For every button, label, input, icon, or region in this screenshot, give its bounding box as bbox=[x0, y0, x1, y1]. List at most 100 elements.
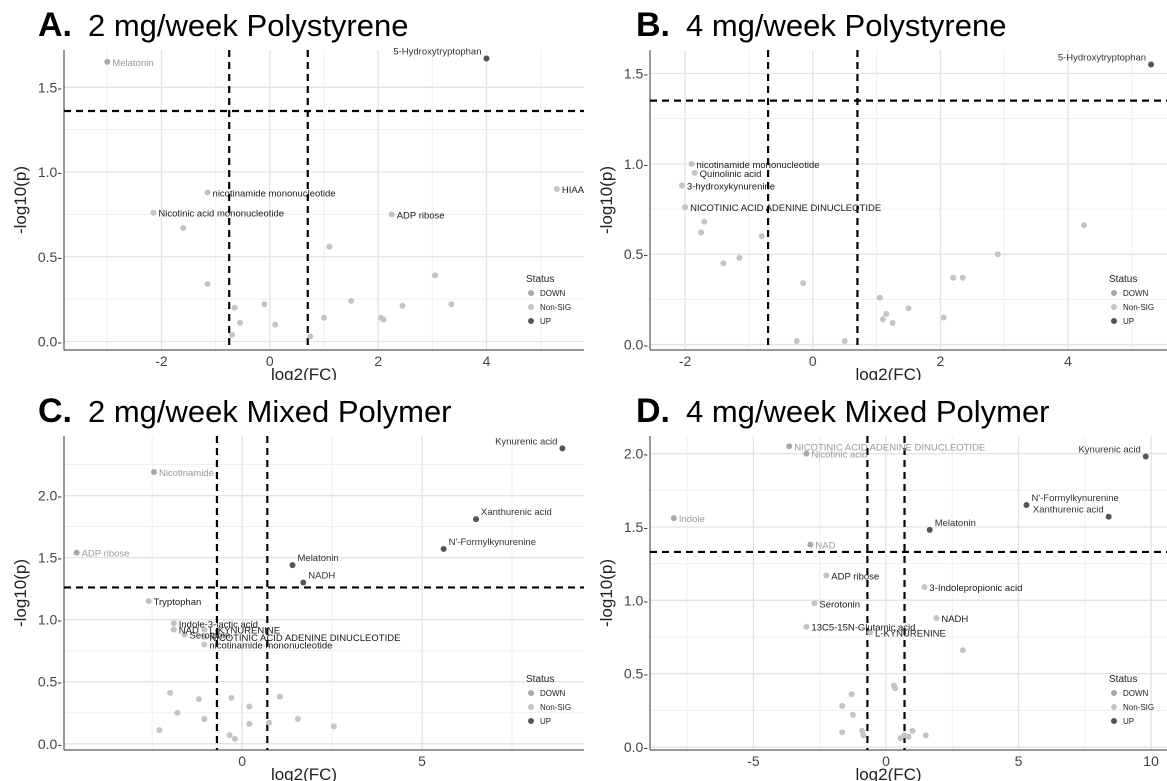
data-point-non-sig bbox=[156, 727, 163, 734]
data-point-non-sig bbox=[174, 709, 181, 716]
legend-title: Status bbox=[1109, 274, 1137, 285]
data-point-non-sig bbox=[204, 280, 211, 287]
data-point-up bbox=[300, 579, 307, 586]
data-point-non-sig bbox=[720, 260, 727, 267]
legend-entry: Non-SIG bbox=[540, 303, 571, 312]
data-point-non-sig bbox=[231, 304, 238, 311]
point-label: 3-hydroxykynurenine bbox=[687, 182, 775, 193]
data-point-non-sig bbox=[170, 620, 177, 627]
x-axis-label: log2(FC) bbox=[855, 365, 921, 380]
data-point-non-sig bbox=[266, 719, 273, 726]
point-label: NICOTINIC ACID ADENINE DINUCLEOTIDE bbox=[690, 203, 881, 214]
data-point-non-sig bbox=[994, 251, 1001, 258]
legend-marker bbox=[1111, 704, 1117, 710]
y-tick-label: 1.5- bbox=[624, 65, 648, 81]
legend-marker bbox=[528, 304, 534, 310]
data-point-non-sig bbox=[226, 732, 233, 739]
point-label: NICOTINIC ACID ADENINE DINUCLEOTIDE bbox=[209, 633, 400, 644]
data-point-non-sig bbox=[940, 314, 947, 321]
legend-marker bbox=[1111, 318, 1117, 324]
data-point-up bbox=[483, 55, 490, 62]
legend-entry: UP bbox=[540, 717, 551, 726]
data-point-non-sig bbox=[553, 185, 560, 192]
y-tick-label: 0.0- bbox=[624, 739, 648, 755]
x-axis-label: log2(FC) bbox=[271, 765, 337, 781]
data-point-non-sig bbox=[432, 272, 439, 279]
data-point-non-sig bbox=[145, 598, 152, 605]
data-point-non-sig bbox=[688, 160, 695, 167]
data-point-non-sig bbox=[897, 735, 904, 742]
data-point-non-sig bbox=[701, 218, 708, 225]
plot-background bbox=[650, 50, 1167, 350]
data-point-non-sig bbox=[849, 711, 856, 718]
panel-b-title: B. 4 mg/week Polystyrene bbox=[636, 6, 1006, 45]
data-point-non-sig bbox=[276, 693, 283, 700]
data-point-up bbox=[289, 562, 296, 569]
y-tick-label: 1.0- bbox=[624, 156, 648, 172]
point-label: NAD bbox=[179, 626, 199, 637]
point-label: 13C5-15N-Glutamic acid bbox=[811, 623, 915, 634]
data-point-non-sig bbox=[811, 600, 818, 607]
x-tick-label: -5 bbox=[747, 753, 760, 769]
point-label: Quinolinic acid bbox=[700, 169, 762, 180]
point-label: ADP ribose bbox=[82, 549, 130, 560]
data-point-non-sig bbox=[876, 294, 883, 301]
legend-entry: Non-SIG bbox=[540, 703, 571, 712]
data-point-non-sig bbox=[678, 182, 685, 189]
x-tick-label: 0 bbox=[266, 353, 274, 369]
point-label: Melatonin bbox=[935, 518, 976, 529]
data-point-down bbox=[807, 541, 814, 548]
y-axis-label: -log10(p) bbox=[597, 559, 616, 627]
point-label: Xanthurenic acid bbox=[481, 507, 552, 518]
volcano-plot-c: 0.0- 0.5- 1.0- 1.5- 2.0- 0 5 log2(FC) -log10(p) K… bbox=[11, 436, 584, 781]
legend-title: Status bbox=[526, 674, 554, 685]
x-tick-label: 5 bbox=[1015, 753, 1023, 769]
point-label: Kynurenic acid bbox=[495, 436, 557, 447]
data-point-down bbox=[803, 450, 810, 457]
y-tick-label: 0.5- bbox=[624, 246, 648, 262]
y-tick-label: 0.0- bbox=[38, 334, 62, 350]
legend-entry: DOWN bbox=[540, 289, 566, 298]
data-point-down bbox=[786, 443, 793, 450]
data-point-down bbox=[670, 515, 677, 522]
data-point-non-sig bbox=[294, 715, 301, 722]
point-label: Serotonin bbox=[190, 631, 231, 642]
point-label: Serotonin bbox=[819, 599, 860, 610]
data-point-non-sig bbox=[841, 337, 848, 344]
y-tick-label: 0.0- bbox=[624, 337, 648, 353]
data-point-non-sig bbox=[272, 321, 279, 328]
legend-title: Status bbox=[1109, 674, 1137, 685]
point-label: ADP ribose bbox=[831, 571, 879, 582]
y-tick-label: 0.5- bbox=[624, 666, 648, 682]
panel-a-title: A. 2 mg/week Polystyrene bbox=[38, 6, 408, 45]
point-label: NICOTINIC ACID ADENINE DINUCLEOTIDE bbox=[794, 442, 985, 453]
legend-title: Status bbox=[526, 274, 554, 285]
x-tick-label: 0 bbox=[809, 353, 817, 369]
point-label: NAD bbox=[815, 541, 835, 552]
data-point-non-sig bbox=[691, 169, 698, 176]
legend-marker bbox=[528, 690, 534, 696]
data-point-non-sig bbox=[261, 301, 268, 308]
panel-d-title-text: 4 mg/week Mixed Polymer bbox=[686, 394, 1050, 429]
data-point-up bbox=[1148, 61, 1155, 68]
data-point-non-sig bbox=[348, 297, 355, 304]
data-point-non-sig bbox=[848, 691, 855, 698]
data-point-non-sig bbox=[181, 631, 188, 638]
panel-b-title-text: 4 mg/week Polystyrene bbox=[686, 8, 1007, 43]
volcano-plot-a: 0.0- 0.5- 1.0- 1.5- -2 0 2 4 log2(FC) -log10(p) Me… bbox=[11, 48, 585, 380]
panel-c-title-text: 2 mg/week Mixed Polymer bbox=[88, 394, 452, 429]
y-axis-label: -log10(p) bbox=[11, 559, 30, 627]
y-tick-label: 1.0- bbox=[624, 592, 648, 608]
x-tick-label: -2 bbox=[679, 353, 692, 369]
data-point-non-sig bbox=[228, 331, 235, 338]
y-tick-label: 1.5- bbox=[38, 79, 62, 95]
point-label: Nicotinic acid bbox=[811, 450, 867, 461]
data-point-non-sig bbox=[950, 274, 957, 281]
y-tick-label: 2.0- bbox=[38, 488, 62, 504]
x-tick-label: 2 bbox=[937, 353, 945, 369]
point-label: L-KYNURENINE bbox=[209, 626, 280, 637]
point-label: 5-Hydroxytryptophan bbox=[393, 48, 481, 57]
x-axis-label: log2(FC) bbox=[271, 365, 337, 380]
volcano-plot-b: 0.0- 0.5- 1.0- 1.5- -2 0 2 4 log2(FC) -log10(p) 5-… bbox=[597, 50, 1167, 380]
data-point-non-sig bbox=[246, 703, 253, 710]
